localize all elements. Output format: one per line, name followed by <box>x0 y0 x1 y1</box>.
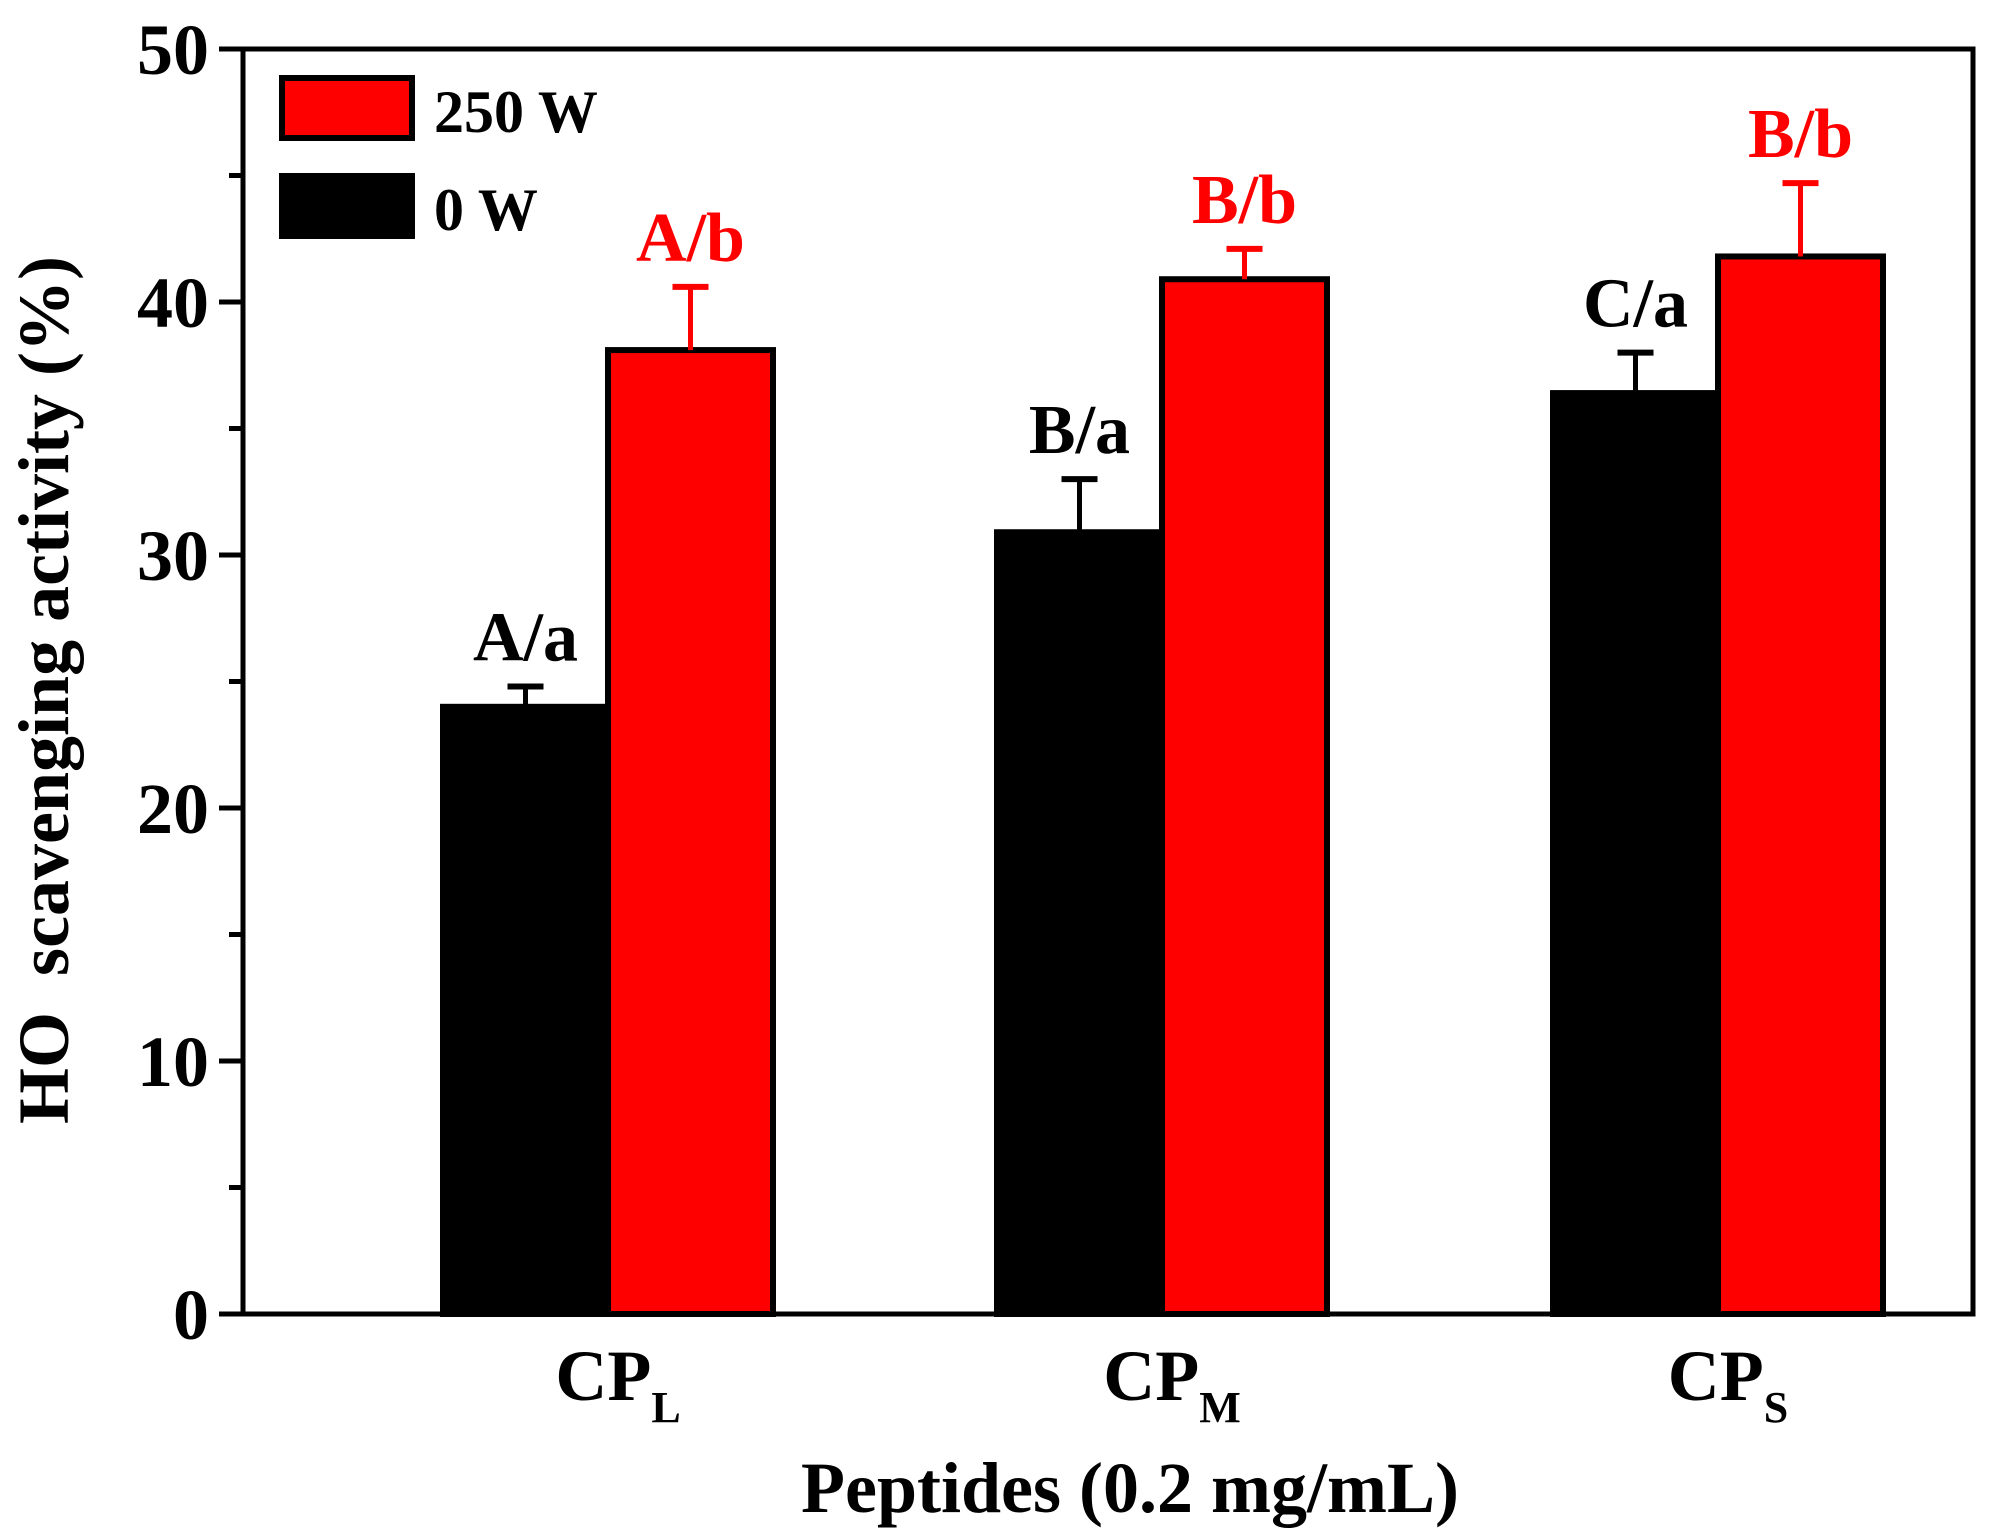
y-axis-title: HO scavenging activity (%) <box>4 256 84 1124</box>
legend-label: 250 W <box>434 79 598 145</box>
plot-area: A/a A/b B/a B/b C/a B/b <box>440 96 1886 1318</box>
legend-swatch <box>279 75 415 141</box>
x-tick-label: CPM <box>1103 1336 1241 1432</box>
significance-label: B/b <box>1748 96 1853 173</box>
significance-label: C/a <box>1583 266 1688 343</box>
significance-label: A/a <box>473 600 578 677</box>
y-tick-label: 20 <box>137 769 209 849</box>
bar-0w-s <box>1550 390 1721 1317</box>
legend: 250 W 0 W <box>279 75 598 243</box>
y-axis: 0 10 20 30 40 50 <box>137 10 243 1355</box>
y-tick-label: 10 <box>137 1022 209 1102</box>
bar-0w-m <box>994 529 1165 1317</box>
x-axis: CPL CPM CPS <box>555 1336 1788 1432</box>
significance-label: A/b <box>636 200 745 277</box>
legend-swatch <box>279 173 415 239</box>
x-tick-subscript: M <box>1199 1383 1241 1432</box>
y-tick-label: 50 <box>137 10 209 90</box>
y-tick-label: 40 <box>137 263 209 343</box>
x-axis-title: Peptides (0.2 mg/mL) <box>801 1448 1459 1528</box>
y-tick-label: 0 <box>173 1275 209 1355</box>
significance-label: B/b <box>1192 162 1297 239</box>
x-tick-label: CPS <box>1668 1336 1788 1432</box>
x-tick-base: CP <box>1668 1336 1764 1416</box>
significance-label: B/a <box>1029 392 1130 469</box>
y-tick-label: 30 <box>137 516 209 596</box>
bar-250w-m <box>1159 276 1330 1318</box>
x-tick-base: CP <box>1103 1336 1199 1416</box>
x-tick-subscript: S <box>1764 1383 1788 1432</box>
bar-250w-s <box>1715 253 1886 1318</box>
bar-0w-l <box>440 703 611 1317</box>
legend-label: 0 W <box>434 177 538 243</box>
x-tick-base: CP <box>555 1336 651 1416</box>
bar-250w-l <box>605 347 776 1317</box>
x-tick-label: CPL <box>555 1336 680 1432</box>
x-tick-subscript: L <box>651 1383 680 1432</box>
